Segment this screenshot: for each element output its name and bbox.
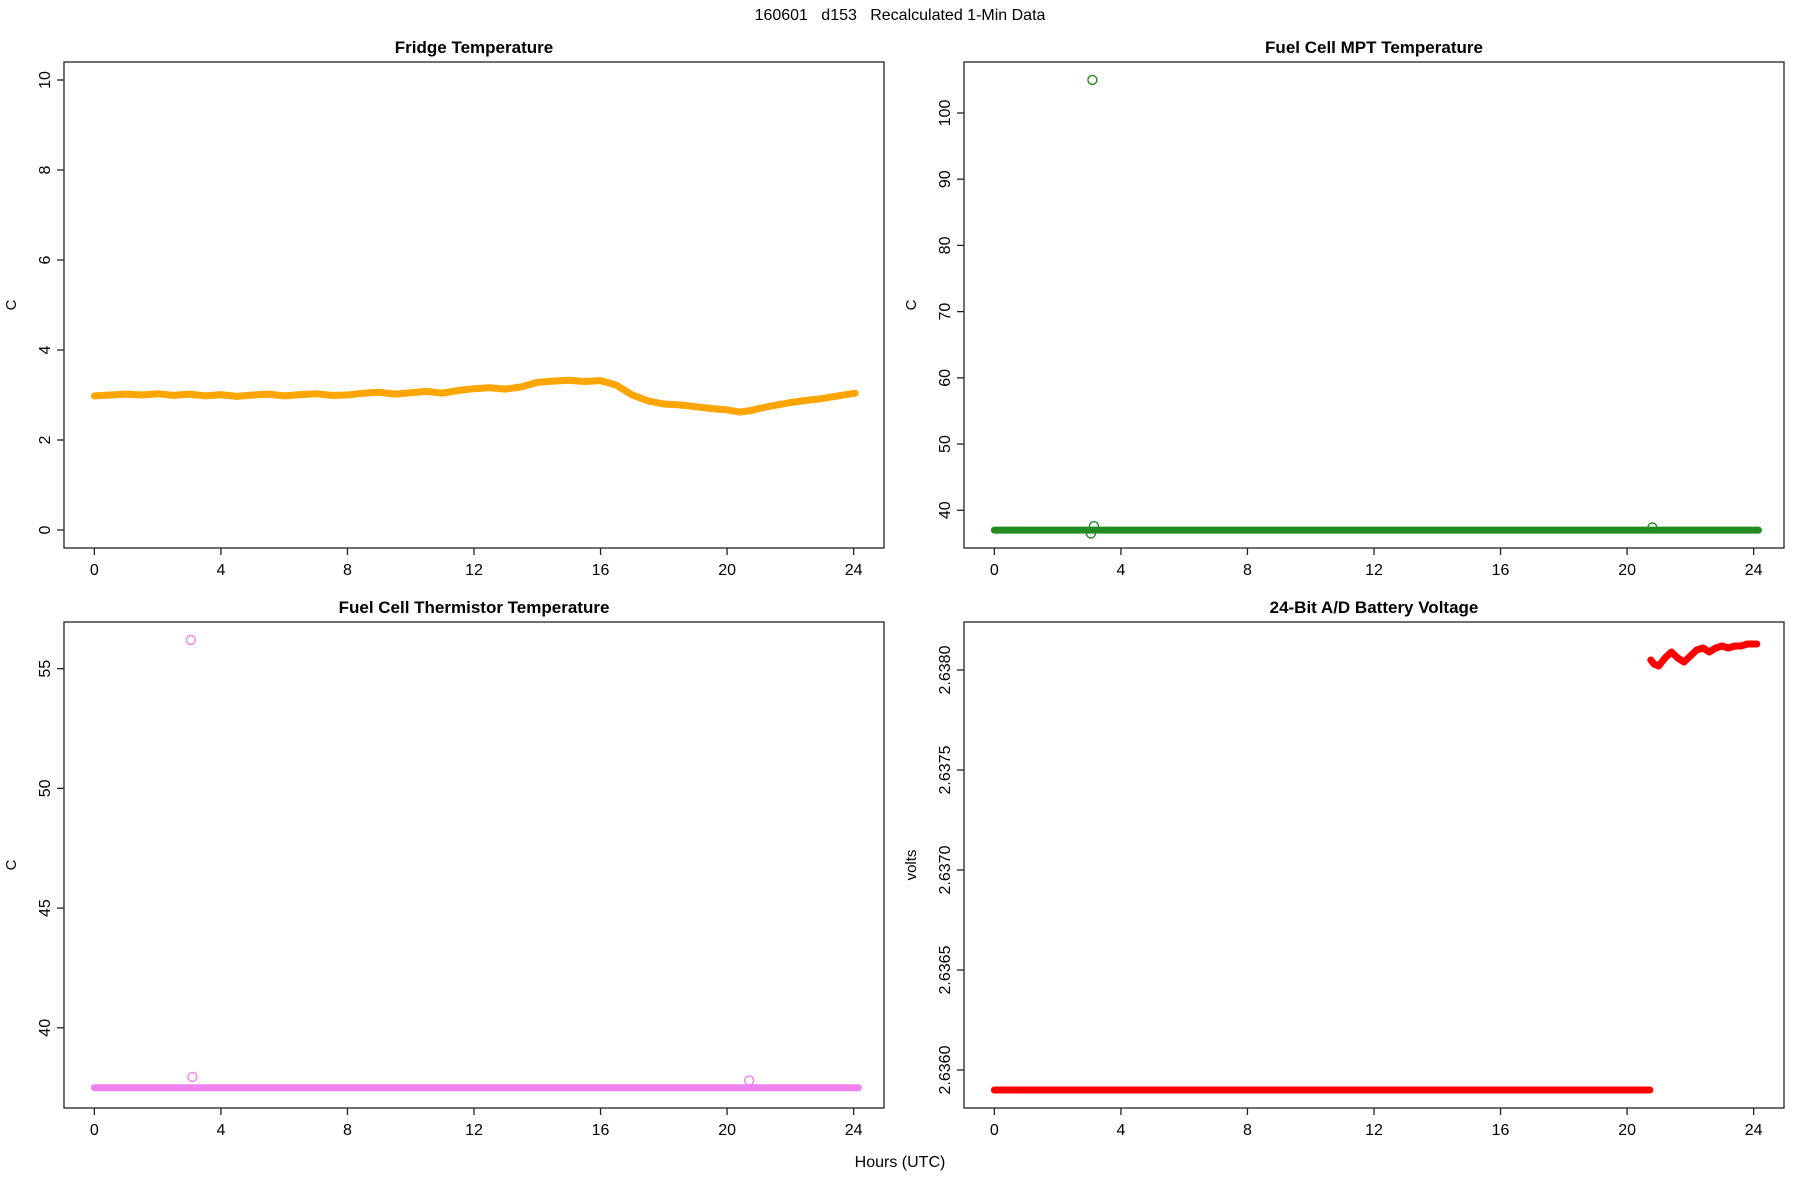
x-tick-label: 16 bbox=[592, 1122, 610, 1139]
y-tick-label: 2.6375 bbox=[937, 745, 954, 794]
plot-box bbox=[963, 621, 1785, 1109]
x-tick-label: 12 bbox=[465, 562, 483, 579]
y-axis-label: C bbox=[3, 299, 20, 310]
x-tick-label: 8 bbox=[1243, 1122, 1252, 1139]
y-tick-label: 4 bbox=[37, 345, 54, 354]
y-tick-label: 80 bbox=[937, 236, 954, 254]
x-tick-label: 4 bbox=[1116, 562, 1125, 579]
panel-title: 24-Bit A/D Battery Voltage bbox=[1270, 598, 1479, 617]
plot-battery-voltage: 24-Bit A/D Battery Voltage 0 4 8 12 16 20 24 2.6… bbox=[903, 598, 1785, 1139]
plot-box bbox=[63, 61, 885, 549]
outlier-point bbox=[744, 1075, 755, 1086]
x-tick-label: 16 bbox=[1492, 562, 1510, 579]
x-axis-label-shared: Hours (UTC) bbox=[854, 1154, 946, 1171]
y-tick-label: 60 bbox=[937, 369, 954, 387]
x-tick-label: 0 bbox=[90, 1122, 99, 1139]
y-tick-label: 55 bbox=[37, 660, 54, 678]
x-tick-label: 24 bbox=[1745, 562, 1763, 579]
x-tick-label: 24 bbox=[845, 1122, 863, 1139]
plot-fuel-cell-thermistor-temperature: Fuel Cell Thermistor Temperature 0 4 8 12 16 2… bbox=[3, 598, 885, 1139]
panel-fuel-cell-mpt-temperature: Fuel Cell MPT Temperature 0 4 8 12 16 20 24 40 50… bbox=[900, 32, 1800, 592]
x-tick-label: 8 bbox=[343, 1122, 352, 1139]
y-tick-label: 2 bbox=[37, 435, 54, 444]
panel-fuel-cell-thermistor-temperature: Fuel Cell Thermistor Temperature 0 4 8 12 16 2… bbox=[0, 592, 900, 1152]
outlier-point bbox=[187, 1071, 198, 1083]
figure-title: 160601 d153 Recalculated 1-Min Data bbox=[754, 7, 1046, 24]
series-line-fridge-temp bbox=[90, 376, 859, 416]
y-tick-label: 50 bbox=[937, 435, 954, 453]
outlier-point bbox=[1647, 522, 1658, 533]
outlier-point bbox=[1088, 520, 1100, 532]
x-tick-label: 4 bbox=[216, 1122, 225, 1139]
x-tick-label: 8 bbox=[343, 562, 352, 579]
y-tick-label: 2.6380 bbox=[937, 645, 954, 694]
x-tick-label: 20 bbox=[1618, 1122, 1636, 1139]
panel-title: Fuel Cell MPT Temperature bbox=[1265, 38, 1483, 57]
y-axis-label: C bbox=[903, 299, 920, 310]
outlier-point bbox=[185, 634, 197, 646]
x-tick-label: 8 bbox=[1243, 562, 1252, 579]
x-tick-label: 12 bbox=[1365, 1122, 1383, 1139]
panel-title: Fridge Temperature bbox=[395, 38, 553, 57]
y-tick-label: 8 bbox=[37, 165, 54, 174]
y-tick-label: 2.6370 bbox=[937, 845, 954, 894]
panel-battery-voltage: 24-Bit A/D Battery Voltage 0 4 8 12 16 20 24 2.6… bbox=[900, 592, 1800, 1152]
x-tick-label: 0 bbox=[990, 1122, 999, 1139]
y-tick-label: 45 bbox=[37, 899, 54, 917]
x-tick-label: 0 bbox=[90, 562, 99, 579]
x-tick-label: 20 bbox=[718, 562, 736, 579]
plot-grid: Fridge Temperature 0 4 8 12 16 20 24 0 2 4 6 8 10 C Fu… bbox=[0, 32, 1800, 1152]
panel-title: Fuel Cell Thermistor Temperature bbox=[339, 598, 610, 617]
y-tick-label: 40 bbox=[937, 501, 954, 519]
plot-box bbox=[963, 61, 1785, 549]
y-tick-label: 10 bbox=[37, 71, 54, 89]
y-tick-label: 0 bbox=[37, 525, 54, 534]
x-tick-label: 0 bbox=[990, 562, 999, 579]
y-tick-label: 90 bbox=[937, 170, 954, 188]
x-tick-label: 24 bbox=[845, 562, 863, 579]
x-tick-label: 24 bbox=[1745, 1122, 1763, 1139]
plot-box bbox=[63, 621, 885, 1109]
y-tick-label: 2.6365 bbox=[937, 945, 954, 994]
x-tick-label: 4 bbox=[216, 562, 225, 579]
y-tick-label: 40 bbox=[37, 1019, 54, 1037]
y-tick-label: 100 bbox=[937, 100, 954, 127]
y-tick-label: 6 bbox=[37, 255, 54, 264]
outlier-point bbox=[1087, 74, 1098, 86]
y-tick-label: 2.6360 bbox=[937, 1045, 954, 1094]
x-tick-label: 20 bbox=[1618, 562, 1636, 579]
x-tick-label: 16 bbox=[1492, 1122, 1510, 1139]
x-tick-label: 12 bbox=[465, 1122, 483, 1139]
x-tick-label: 16 bbox=[592, 562, 610, 579]
y-tick-label: 70 bbox=[937, 303, 954, 321]
plot-fuel-cell-mpt-temperature: Fuel Cell MPT Temperature 0 4 8 12 16 20 24 40 50… bbox=[903, 38, 1785, 579]
panel-fridge-temperature: Fridge Temperature 0 4 8 12 16 20 24 0 2 4 6 8 10 C bbox=[0, 32, 900, 592]
y-tick-label: 50 bbox=[37, 779, 54, 797]
y-axis-label: volts bbox=[903, 850, 920, 881]
x-tick-label: 20 bbox=[718, 1122, 736, 1139]
x-tick-label: 4 bbox=[1116, 1122, 1125, 1139]
x-tick-label: 12 bbox=[1365, 562, 1383, 579]
series-line-battery-voltage-high bbox=[1647, 640, 1761, 670]
y-axis-label: C bbox=[3, 859, 20, 870]
